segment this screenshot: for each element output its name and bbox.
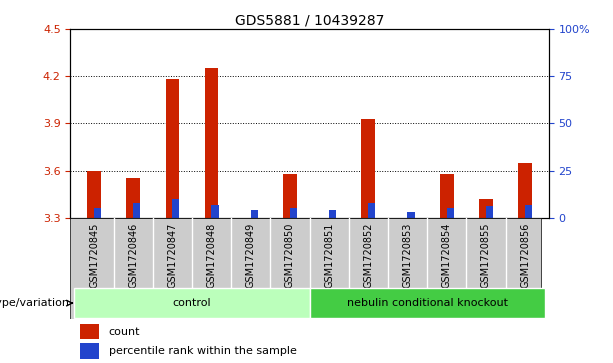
Bar [283, 174, 297, 218]
Text: GSM1720846: GSM1720846 [128, 223, 138, 288]
Bar [408, 212, 414, 218]
Text: GSM1720845: GSM1720845 [89, 223, 99, 288]
Bar [133, 203, 140, 218]
Text: percentile rank within the sample: percentile rank within the sample [109, 346, 297, 356]
Bar [362, 119, 375, 218]
Bar [211, 205, 219, 218]
Text: GSM1720856: GSM1720856 [520, 223, 530, 288]
Text: GSM1720850: GSM1720850 [285, 223, 295, 288]
Text: GSM1720855: GSM1720855 [481, 223, 491, 288]
Text: GSM1720851: GSM1720851 [324, 223, 334, 288]
Bar [251, 210, 257, 218]
Text: GSM1720852: GSM1720852 [364, 223, 373, 288]
Bar [290, 208, 297, 218]
Bar [80, 343, 99, 359]
Bar [310, 288, 545, 318]
Bar [126, 179, 140, 218]
Text: GSM1720849: GSM1720849 [246, 223, 256, 288]
Bar [440, 174, 454, 218]
Text: GSM1720853: GSM1720853 [403, 223, 413, 288]
Text: count: count [109, 327, 140, 337]
Text: genotype/variation: genotype/variation [0, 298, 70, 308]
Text: GSM1720847: GSM1720847 [167, 223, 177, 288]
Bar [205, 68, 218, 218]
Text: control: control [173, 298, 211, 308]
Bar [87, 171, 101, 218]
Title: GDS5881 / 10439287: GDS5881 / 10439287 [235, 14, 384, 28]
Text: nebulin conditional knockout: nebulin conditional knockout [346, 298, 508, 308]
Bar [525, 205, 532, 218]
Bar [74, 288, 310, 318]
Bar [447, 208, 454, 218]
Bar [94, 208, 101, 218]
Bar [166, 79, 179, 218]
Bar [486, 207, 493, 218]
Bar [479, 199, 493, 218]
Bar [368, 203, 375, 218]
Bar [80, 324, 99, 339]
Bar [172, 199, 180, 218]
Bar [329, 210, 336, 218]
Text: GSM1720854: GSM1720854 [442, 223, 452, 288]
Text: GSM1720848: GSM1720848 [207, 223, 216, 288]
Bar [518, 163, 532, 218]
